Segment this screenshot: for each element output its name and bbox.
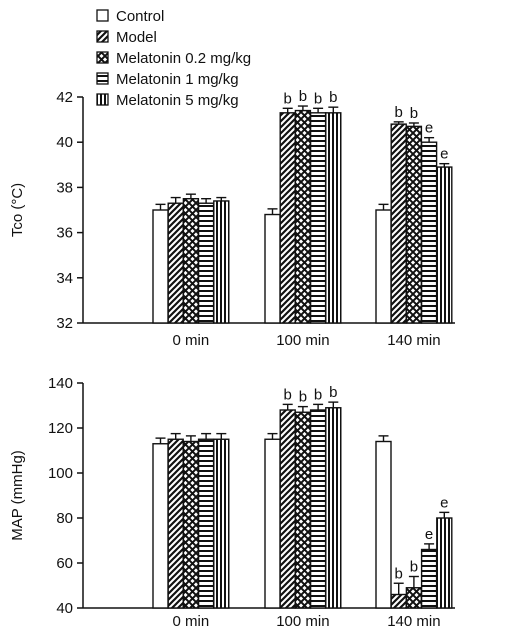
map-significance-label: b [284,386,292,403]
map-significance-label: e [440,494,448,511]
map-significance-label: b [299,389,307,406]
map-significance-label: b [329,384,337,401]
map-significance-label: b [395,565,403,582]
tco-x-tick-label: 140 min [387,332,440,349]
map-bar-melatonin-1-mg-kg [420,548,438,609]
tco-significance-label: b [314,90,322,107]
map-bar-melatonin-5-mg-kg [436,517,453,609]
tco-bar-model [167,202,184,324]
map-y-tick-label: 40 [56,600,73,617]
tco-bar-melatonin-0-2-mg-kg [294,109,312,324]
tco-y-tick-label: 36 [56,225,73,242]
map-y-tick-label: 120 [48,420,73,437]
tco-bar-model [279,112,296,324]
tco-bar-control [375,209,392,324]
tco-y-tick-label: 38 [56,179,73,196]
legend-label-model: Model [116,29,157,46]
map-significance-label: b [314,386,322,403]
tco-x-tick-label: 0 min [173,332,210,349]
map-bar-melatonin-1-mg-kg [197,438,215,609]
tco-bar-melatonin-0-2-mg-kg [405,125,423,324]
map-bar-melatonin-5-mg-kg [325,407,342,609]
map-bar-control [264,438,281,609]
map-x-tick-label: 140 min [387,613,440,630]
map-bar-melatonin-5-mg-kg [213,438,230,609]
legend-swatch-melatonin-1-mg-kg [96,72,109,85]
legend-swatch-melatonin-5-mg-kg [96,93,109,106]
tco-bar-melatonin-5-mg-kg [213,200,230,324]
map-bar-melatonin-0-2-mg-kg [294,411,312,609]
tco-y-tick-label: 42 [56,89,73,106]
tco-significance-label: b [410,105,418,122]
map-bar-melatonin-0-2-mg-kg [182,440,200,609]
map-x-tick-label: 100 min [276,613,329,630]
map-bar-melatonin-0-2-mg-kg [405,587,423,609]
tco-y-tick-label: 34 [56,270,73,287]
tco-significance-label: b [395,104,403,121]
tco-y-tick-label: 32 [56,315,73,332]
tco-panel: 32 34 36 38 40 42 Tco (°C) 0 min 100 min 140 min b… [9,88,455,349]
map-bar-model [390,593,407,609]
tco-significance-label: e [425,120,433,137]
map-y-tick-label: 100 [48,465,73,482]
map-y-tick-label: 140 [48,375,73,392]
map-y-tick-label: 80 [56,510,73,527]
map-bar-control [375,440,392,609]
map-bar-model [167,438,184,609]
tco-bar-melatonin-1-mg-kg [197,202,215,324]
chart-legend: Control Model Melatonin 0.2 mg/kg Melatonin… [96,8,251,109]
map-bar-melatonin-1-mg-kg [309,409,327,609]
tco-significance-label: b [329,89,337,106]
legend-swatch-melatonin-0-2-mg-kg [96,51,109,64]
legend-label-melatonin-0-2-mg-kg: Melatonin 0.2 mg/kg [116,50,251,67]
map-significance-label: e [425,526,433,543]
legend-label-melatonin-5-mg-kg: Melatonin 5 mg/kg [116,92,239,109]
tco-bar-melatonin-0-2-mg-kg [182,197,200,324]
tco-y-tick-label: 40 [56,134,73,151]
tco-bar-model [390,123,407,324]
tco-significance-label: b [284,90,292,107]
map-bar-control [152,443,169,609]
tco-bar-melatonin-5-mg-kg [436,166,453,324]
map-y-tick-label: 60 [56,555,73,572]
tco-bar-control [264,213,281,324]
legend-swatch-model [96,30,109,43]
tco-significance-label: e [440,146,448,163]
tco-significance-label: b [299,88,307,105]
tco-bar-control [152,209,169,324]
legend-label-control: Control [116,8,164,25]
map-significance-label: b [410,559,418,576]
tco-y-axis-label: Tco (°C) [9,183,26,237]
tco-bar-melatonin-5-mg-kg [325,112,342,324]
tco-x-tick-label: 100 min [276,332,329,349]
tco-bar-melatonin-1-mg-kg [309,112,327,324]
tco-bar-melatonin-1-mg-kg [420,141,438,324]
map-bar-model [279,409,296,609]
map-panel: 40 60 80 100 120 140 MAP (mmHg) 0 min 100 min 140… [9,375,455,630]
map-y-axis-label: MAP (mmHg) [9,450,26,541]
map-x-tick-label: 0 min [173,613,210,630]
legend-swatch-control [96,9,109,22]
legend-label-melatonin-1-mg-kg: Melatonin 1 mg/kg [116,71,239,88]
